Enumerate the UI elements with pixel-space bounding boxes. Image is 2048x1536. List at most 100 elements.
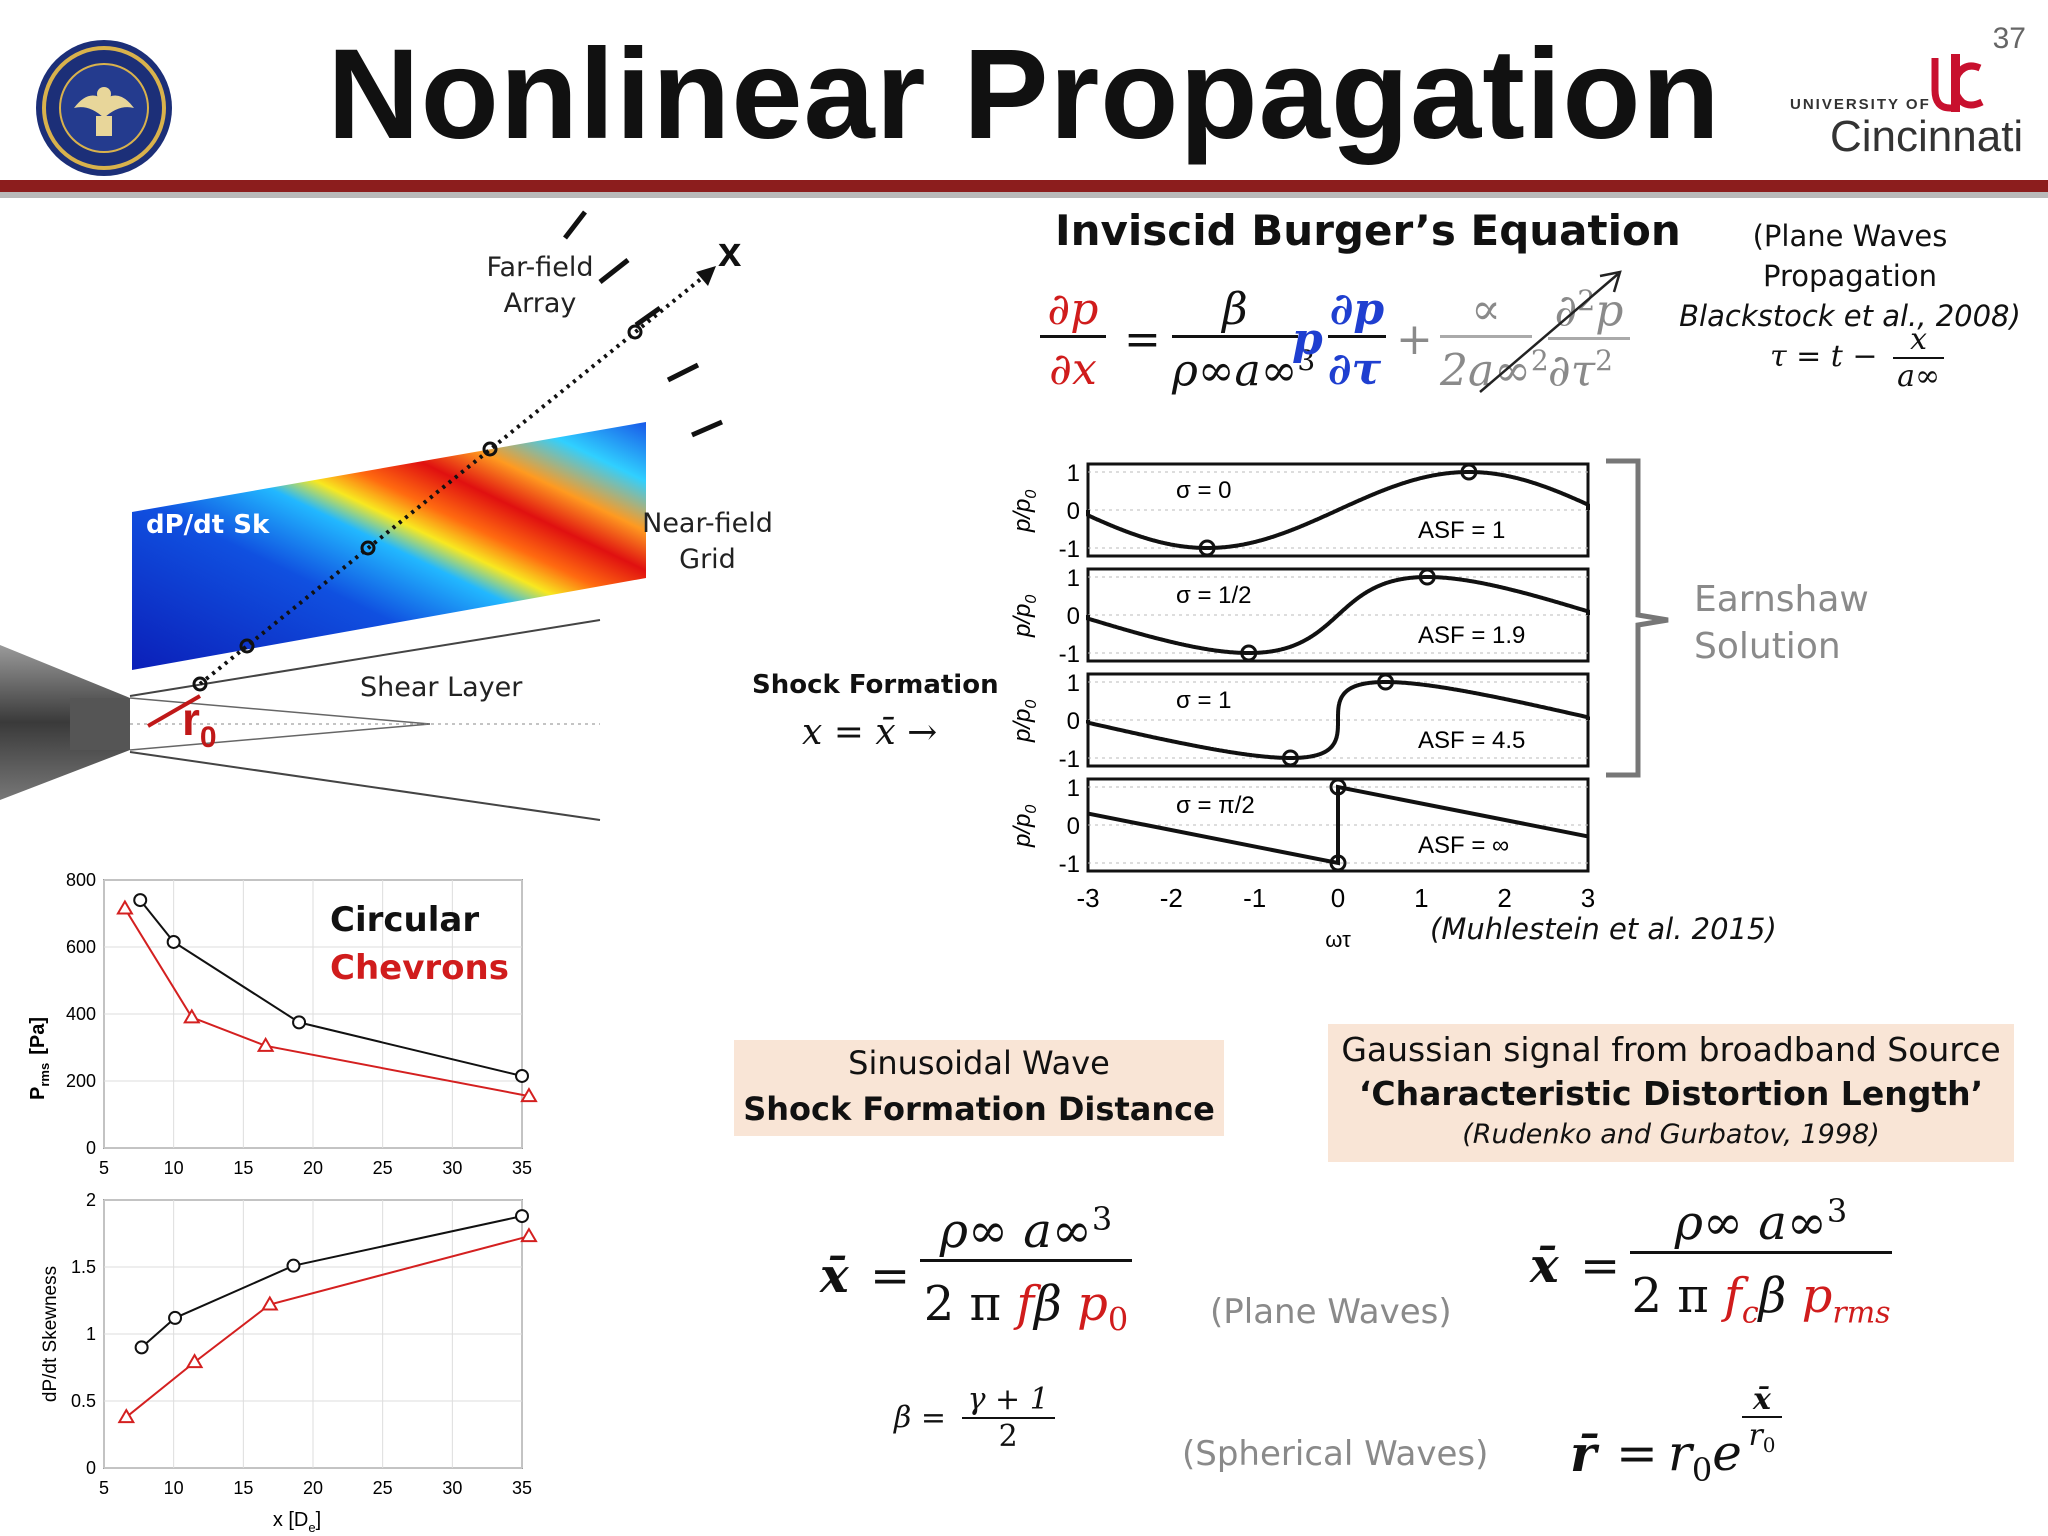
slide-number: 37 — [1992, 22, 2026, 55]
chart-point-circle — [292, 1015, 307, 1030]
chart-series-line — [125, 1235, 530, 1418]
chart-series-line — [140, 1215, 523, 1349]
chart-xtick: 30 — [442, 1158, 462, 1178]
chart-xtick: 10 — [164, 1158, 184, 1178]
earnshaw-asf-label: ASF = 4.5 — [1418, 727, 1525, 754]
eq-p: p — [1292, 314, 1323, 365]
formula-equals-2: = — [1580, 1238, 1621, 1294]
eq-lhs-den: ∂x — [1049, 344, 1097, 395]
chart-ytick: 0.5 — [71, 1391, 96, 1411]
earnshaw-peak-marker — [1418, 568, 1436, 586]
chart-point-circle — [286, 1258, 301, 1273]
r0-label: r0 — [182, 693, 217, 754]
earnshaw-ytick: 1 — [1067, 775, 1080, 802]
eq-dp-den: ∂τ — [1328, 344, 1382, 395]
chart-point-circle — [515, 1209, 529, 1224]
shear-layer-label: Shear Layer — [360, 672, 523, 703]
page-title: Nonlinear Propagation — [327, 23, 1721, 166]
shock-formation-eq: x = x̄ → — [802, 712, 938, 753]
burgers-equation: ∂p ∂x = β ρ∞a∞3 p ∂p ∂τ + ∝ 2a∞2 ∂2p ∂τ2 — [1030, 270, 1630, 404]
navy-seal-icon — [34, 38, 174, 178]
chart-ytick: 600 — [66, 937, 96, 957]
earnshaw-xtick: -3 — [1076, 883, 1099, 913]
near-field-colormap — [132, 422, 646, 670]
eq-visc-num: ∝ — [1440, 284, 1532, 338]
formula-equals: = — [870, 1248, 911, 1304]
earnshaw-trough-marker — [1240, 644, 1258, 662]
earnshaw-ytick: -1 — [1059, 851, 1080, 878]
earnshaw-ytick: -1 — [1059, 746, 1080, 773]
earnshaw-peak-marker — [1460, 463, 1478, 481]
eq-dp-num: ∂p — [1328, 284, 1386, 338]
chart-legend: Circular Chevrons — [330, 896, 509, 992]
header-rule-gray — [0, 192, 2048, 198]
muhlestein-citation: (Muhlestein et al. 2015) — [1430, 912, 1777, 946]
eq-coef-num: β — [1172, 284, 1298, 338]
earnshaw-trough-marker — [1281, 749, 1299, 767]
chart-ytick: 200 — [66, 1071, 96, 1091]
chart-point-circle — [134, 1340, 149, 1355]
chart-point-circle — [166, 934, 181, 949]
chart-point-circle — [168, 1310, 183, 1325]
chart-ytick: 800 — [66, 870, 96, 890]
formula-equals-3: = — [1616, 1424, 1658, 1482]
earnshaw-ylabel: p/p0 — [1009, 490, 1040, 533]
sinusoidal-box: Sinusoidal Wave Shock Formation Distance — [734, 1040, 1224, 1136]
earnshaw-ytick: 0 — [1067, 603, 1080, 630]
chart-xtick: 10 — [164, 1478, 184, 1498]
spherical-waves-label: (Spherical Waves) — [1182, 1434, 1489, 1474]
earnshaw-asf-label: ASF = ∞ — [1418, 832, 1509, 859]
chart-ylabel: Prms[Pa] — [27, 1017, 52, 1100]
chart-point-triangle — [261, 1295, 279, 1311]
xbar-symbol: x̄ — [820, 1248, 849, 1304]
r-rhs: r0e — [1668, 1424, 1742, 1489]
far-field-label: Far-field Array — [486, 252, 594, 319]
chart-xtick: 35 — [512, 1158, 532, 1178]
earnshaw-sigma-label: σ = 0 — [1176, 477, 1232, 504]
earnshaw-xtick: 1 — [1414, 883, 1428, 913]
ray-arrowhead — [696, 266, 716, 286]
eq-equals: = — [1124, 314, 1161, 365]
earnshaw-ytick: 1 — [1067, 565, 1080, 592]
earnshaw-trough-marker — [1329, 854, 1347, 872]
chart-ylabel: dP/dt Skewness — [40, 1266, 61, 1402]
earnshaw-sigma-label: σ = 1 — [1176, 687, 1232, 714]
r-exp-den: r0 — [1748, 1418, 1776, 1458]
earnshaw-asf-label: ASF = 1.9 — [1418, 622, 1525, 649]
chart-xtick: 5 — [99, 1158, 109, 1178]
earnshaw-ytick: 0 — [1067, 813, 1080, 840]
chart-xtick: 30 — [442, 1478, 462, 1498]
uc-logo: UNIVERSITY OF Cincinnati — [1790, 50, 2024, 161]
chart-point-triangle — [256, 1036, 275, 1052]
blackstock-note: (Plane Waves Propagation Blackstock et a… — [1679, 219, 2021, 333]
chart-point-circle — [133, 893, 148, 908]
earnshaw-xtick: -1 — [1243, 883, 1266, 913]
far-field-array-marks — [563, 210, 723, 438]
earnshaw-chart: 1 0 -1 p/p0 σ = 0 ASF = 1 1 0 -1 p/p0 σ = 1/2 ASF =… — [1009, 460, 1595, 952]
chart-ytick: 0 — [86, 1138, 96, 1158]
chart-point-triangle — [183, 1008, 201, 1024]
rbar-symbol: r̄ — [1570, 1424, 1597, 1483]
earnshaw-asf-label: ASF = 1 — [1418, 517, 1505, 544]
nozzle — [0, 645, 130, 800]
tau-definition: τ = t − x a∞ — [1770, 322, 1944, 394]
chart-point-circle — [515, 1068, 529, 1083]
earnshaw-peak-marker — [1377, 673, 1395, 691]
earnshaw-sigma-label: σ = 1/2 — [1176, 582, 1252, 609]
earnshaw-ylabel: p/p0 — [1009, 595, 1040, 638]
chart-xtick: 25 — [373, 1158, 393, 1178]
uc-logo-line2: Cincinnati — [1830, 112, 2024, 161]
earnshaw-waveform — [1086, 680, 1590, 760]
xbar-symbol-2: x̄ — [1530, 1238, 1559, 1294]
earnshaw-xtick: 0 — [1331, 883, 1345, 913]
chart-xtick: 15 — [233, 1478, 253, 1498]
eq-plus: + — [1396, 314, 1433, 365]
chart-ytick: 400 — [66, 1004, 96, 1024]
chart-xtick: 5 — [99, 1478, 109, 1498]
gaussian-formula: x̄ = ρ∞ a∞3 2 π fcβ prms — [1530, 1192, 1900, 1342]
chart-point-triangle — [520, 1227, 538, 1243]
x-axis-label: x — [718, 228, 742, 275]
eq-lhs-num: ∂p — [1040, 284, 1106, 338]
beta-formula: β = γ + 1 2 — [894, 1382, 1055, 1454]
